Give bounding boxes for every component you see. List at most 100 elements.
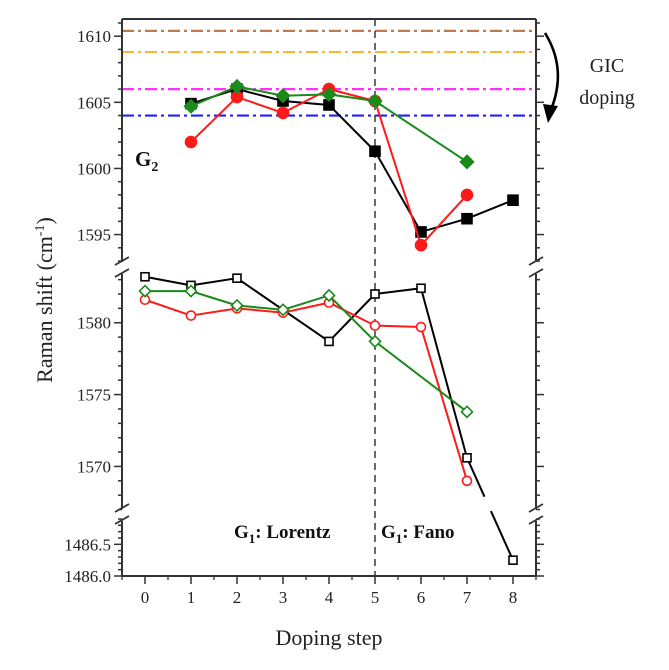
gic-doping-arrowhead — [543, 104, 558, 123]
series-segment — [420, 217, 468, 233]
data-point — [138, 284, 152, 298]
data-point — [459, 154, 475, 170]
data-point — [275, 88, 291, 104]
data-point — [324, 336, 334, 347]
series-g2-black — [185, 83, 519, 238]
y-tick-label: 1575 — [77, 386, 111, 405]
x-tick-label: 3 — [279, 588, 288, 607]
x-tick-label: 0 — [141, 588, 150, 607]
data-point — [461, 212, 473, 225]
series-segment — [236, 96, 284, 114]
series-segment — [236, 88, 284, 102]
x-tick-label: 1 — [187, 588, 196, 607]
series-segment — [236, 307, 284, 314]
data-point — [460, 188, 474, 202]
series-segment — [282, 88, 330, 114]
series-segment — [374, 287, 422, 295]
series-segment — [374, 100, 468, 163]
axis-break-mark — [528, 268, 544, 278]
y-tick-label: 1580 — [77, 314, 111, 333]
data-point — [276, 303, 290, 317]
data-point — [415, 321, 427, 333]
series-segment — [328, 301, 376, 327]
series-segment — [374, 324, 422, 329]
series-segment — [420, 194, 468, 246]
data-point — [230, 298, 244, 313]
data-point — [461, 475, 473, 487]
series-segment — [420, 287, 468, 459]
x-tick-label: 4 — [325, 588, 334, 607]
data-point — [508, 555, 518, 565]
series-segment — [490, 510, 514, 561]
series-segment — [374, 150, 422, 233]
data-point — [414, 238, 428, 252]
series-segment — [190, 290, 238, 307]
series-g1-green — [138, 284, 474, 419]
series-segment — [374, 100, 422, 246]
y-tick-label: 1486.5 — [64, 535, 111, 554]
data-point — [368, 334, 382, 349]
data-point — [185, 310, 197, 321]
data-point — [367, 93, 383, 109]
data-point — [460, 405, 474, 419]
axes — [114, 18, 544, 584]
series-segment — [282, 100, 330, 106]
x-tick-label: 7 — [463, 588, 472, 607]
series-segment — [236, 304, 284, 311]
gic-label-line2: doping — [579, 87, 635, 109]
g2-label: G2 — [135, 147, 158, 175]
series-segment — [190, 85, 238, 108]
data-point — [229, 78, 245, 95]
data-point — [276, 106, 290, 120]
series-segment — [328, 104, 376, 152]
data-point — [321, 86, 337, 103]
axis-break-mark — [528, 515, 544, 525]
y-tick-label: 1605 — [77, 93, 111, 112]
axis-break-mark — [114, 503, 130, 513]
series-segment — [420, 326, 468, 482]
y-tick-label: 1610 — [77, 27, 111, 46]
axis-break-mark — [528, 503, 544, 513]
data-point — [370, 289, 380, 299]
g1-lorentz-label: G1: Lorentz — [234, 522, 331, 546]
axis-break-mark — [114, 268, 130, 278]
data-point — [232, 273, 242, 283]
series-segment — [282, 301, 330, 314]
x-tick-label: 8 — [509, 588, 518, 607]
data-point — [416, 283, 426, 294]
axis-break-mark — [114, 515, 130, 525]
series-segment — [466, 199, 514, 220]
y-tick-label: 1486.0 — [64, 567, 111, 586]
y-tick-label: 1570 — [77, 457, 111, 476]
series-segment — [144, 275, 192, 287]
data-point — [462, 453, 472, 463]
series-segment — [328, 93, 376, 102]
series-layer — [138, 78, 519, 565]
series-segment — [328, 294, 376, 343]
y-axis-title: Raman shift (cm-1) — [32, 217, 57, 383]
tick-labels: 15951600160516101570157515801486.01486.5… — [64, 27, 517, 607]
x-tick-label: 5 — [371, 588, 380, 607]
series-segment — [236, 85, 284, 97]
data-point — [140, 271, 150, 282]
data-point — [507, 194, 519, 206]
gic-doping-arrow — [543, 32, 560, 113]
series-segment — [190, 96, 238, 143]
data-point — [184, 135, 198, 149]
x-axis-title: Doping step — [276, 625, 383, 650]
data-point — [183, 98, 199, 114]
series-segment — [282, 93, 330, 97]
x-tick-label: 2 — [233, 588, 242, 607]
series-g2-green — [183, 78, 475, 170]
series-g1-black — [140, 271, 518, 565]
series-segment — [144, 298, 192, 317]
series-segment — [190, 307, 238, 317]
data-point — [322, 288, 336, 303]
series-segment — [282, 294, 330, 311]
gic-label-line1: GIC — [590, 55, 624, 77]
series-segment — [466, 457, 486, 498]
data-point — [184, 284, 198, 298]
series-segment — [374, 340, 468, 413]
series-segment — [190, 277, 238, 287]
